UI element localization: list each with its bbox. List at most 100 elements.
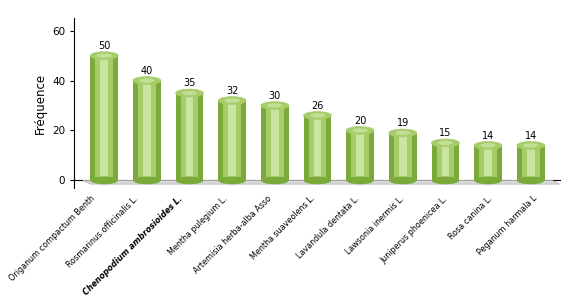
Bar (497, 145, 502, 180)
Bar (151, 81, 156, 180)
Bar (219, 101, 223, 180)
Text: Lawsonia inermis L.: Lawsonia inermis L. (344, 194, 406, 256)
Text: Lavandula dentata L.: Lavandula dentata L. (295, 194, 362, 260)
Bar (223, 101, 228, 180)
Bar (236, 101, 241, 180)
Text: 15: 15 (439, 128, 452, 138)
Bar (90, 56, 96, 180)
Bar (492, 145, 497, 180)
Ellipse shape (219, 176, 246, 184)
Bar (176, 93, 181, 180)
Bar (407, 133, 412, 180)
Bar (539, 145, 545, 180)
Bar (228, 101, 236, 180)
Bar (186, 93, 193, 180)
Ellipse shape (395, 131, 410, 135)
Polygon shape (83, 180, 560, 184)
Ellipse shape (346, 176, 374, 184)
Text: Mentha suaveolens L.: Mentha suaveolens L. (249, 194, 317, 262)
Text: Origanum compactum Benth: Origanum compactum Benth (7, 194, 97, 283)
Ellipse shape (133, 77, 161, 85)
Bar (261, 105, 266, 180)
Y-axis label: Fréquence: Fréquence (34, 72, 47, 134)
Ellipse shape (261, 176, 289, 184)
Text: 32: 32 (226, 86, 239, 96)
Ellipse shape (480, 143, 496, 148)
Bar (198, 93, 204, 180)
Bar (442, 143, 449, 180)
Ellipse shape (219, 97, 246, 105)
Ellipse shape (431, 139, 459, 147)
Ellipse shape (304, 176, 331, 184)
Bar (369, 131, 374, 180)
Bar (308, 115, 313, 180)
Bar (522, 145, 527, 180)
Ellipse shape (90, 176, 118, 184)
Ellipse shape (438, 141, 453, 145)
Ellipse shape (474, 176, 502, 184)
Text: 19: 19 (396, 118, 409, 128)
Bar (517, 145, 522, 180)
Ellipse shape (310, 113, 325, 118)
Bar (484, 145, 492, 180)
Text: 40: 40 (141, 66, 153, 76)
Bar (181, 93, 186, 180)
Bar (266, 105, 271, 180)
Ellipse shape (431, 176, 459, 184)
Bar (193, 93, 198, 180)
Ellipse shape (261, 102, 289, 109)
Text: Peganum harmala L: Peganum harmala L (475, 194, 538, 257)
Bar (474, 145, 479, 180)
Bar (327, 115, 331, 180)
Text: 14: 14 (525, 131, 537, 141)
Ellipse shape (389, 129, 416, 137)
Bar (96, 56, 100, 180)
Ellipse shape (389, 176, 416, 184)
Text: 14: 14 (482, 131, 494, 141)
Bar (431, 143, 436, 180)
Ellipse shape (304, 112, 331, 119)
Bar (156, 81, 161, 180)
Bar (138, 81, 143, 180)
Bar (100, 56, 108, 180)
Ellipse shape (176, 89, 204, 97)
Ellipse shape (182, 91, 197, 95)
Ellipse shape (352, 128, 368, 133)
Text: Rosa canina L.: Rosa canina L. (447, 194, 494, 241)
Bar (454, 143, 459, 180)
Bar (535, 145, 539, 180)
Bar (356, 131, 364, 180)
Ellipse shape (517, 142, 545, 149)
Text: Rosmarinus officinalis L.: Rosmarinus officinalis L. (66, 194, 141, 269)
Bar (313, 115, 321, 180)
Text: Mentha pulegium L.: Mentha pulegium L. (166, 194, 229, 257)
Text: 50: 50 (98, 41, 110, 51)
Bar (351, 131, 356, 180)
Ellipse shape (517, 176, 545, 184)
Bar (143, 81, 151, 180)
Bar (108, 56, 113, 180)
Bar (527, 145, 535, 180)
Bar (284, 105, 289, 180)
Bar (113, 56, 118, 180)
Ellipse shape (176, 176, 204, 184)
Bar (479, 145, 484, 180)
Ellipse shape (474, 142, 502, 149)
Bar (133, 81, 138, 180)
Text: 30: 30 (269, 91, 281, 101)
Bar (436, 143, 442, 180)
Text: 26: 26 (311, 101, 324, 111)
Bar (279, 105, 284, 180)
Bar (394, 133, 399, 180)
Bar (321, 115, 327, 180)
Ellipse shape (133, 176, 161, 184)
Text: Juniperus phoenicea L.: Juniperus phoenicea L. (379, 194, 450, 265)
Bar (412, 133, 416, 180)
Text: 20: 20 (354, 116, 366, 126)
Bar (346, 131, 351, 180)
Bar (271, 105, 279, 180)
Ellipse shape (267, 103, 283, 108)
Text: 35: 35 (183, 78, 196, 88)
Ellipse shape (97, 53, 112, 58)
Bar (399, 133, 407, 180)
